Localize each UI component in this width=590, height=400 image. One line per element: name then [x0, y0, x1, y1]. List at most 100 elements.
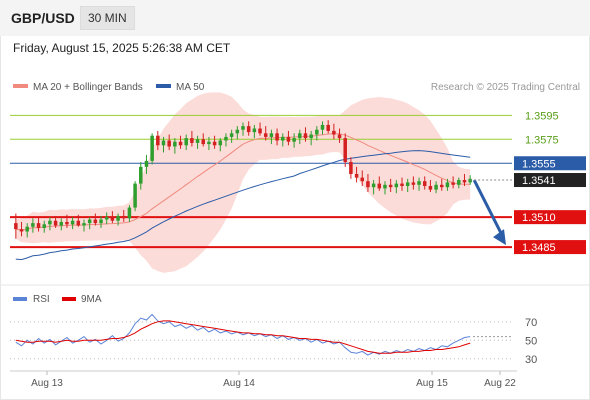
candle-body — [292, 138, 296, 142]
candle-body — [405, 182, 410, 187]
rsi-tick-label: 70 — [525, 317, 537, 329]
candle-body — [127, 207, 132, 219]
candle-body — [150, 135, 154, 161]
candle-body — [70, 220, 75, 225]
time-axis: Aug 13 Aug 14 Aug 15 Aug 22 — [31, 371, 516, 389]
candle-body — [235, 129, 240, 134]
price-level-label: 1.3485 — [522, 242, 556, 254]
rsi-panel: 70 50 30 — [10, 313, 537, 366]
candle-body — [286, 136, 291, 142]
rsi-legend-label: RSI — [33, 294, 50, 305]
ma50-legend-swatch — [156, 84, 171, 88]
candle-body — [139, 166, 143, 184]
rsi-tick-label: 30 — [525, 354, 537, 366]
candle-body — [349, 162, 353, 175]
candle-body — [48, 220, 52, 225]
rsi-line — [15, 313, 471, 356]
chart-header: GBP/USD 30 MIN — [0, 0, 590, 36]
chart-datetime: Friday, August 15, 2025 5:26:38 AM CET — [13, 41, 231, 55]
candle-body — [161, 140, 166, 146]
candle-body — [36, 223, 41, 228]
rsi-ma-legend-swatch — [62, 297, 76, 301]
rsi-ma-line — [15, 320, 471, 354]
x-tick-label: Aug 14 — [223, 378, 255, 389]
candle-body — [434, 184, 438, 190]
candle-body — [246, 126, 251, 133]
rsi-ma-legend-label: 9MA — [81, 294, 102, 305]
candle-body — [263, 133, 268, 137]
candle-body — [440, 184, 444, 188]
candle-body — [320, 124, 325, 130]
last-price-tag — [514, 173, 586, 188]
candle-body — [303, 133, 308, 139]
candle-body — [360, 177, 365, 182]
price-labels: 1.3595 1.3575 1.3555 1.3510 1.3485 1.3541 — [470, 110, 586, 255]
price-level-tag — [514, 240, 586, 255]
candle-body — [326, 124, 330, 131]
candle-body — [417, 181, 421, 185]
candle-body — [354, 174, 359, 178]
candle-body — [280, 136, 285, 141]
candle-body — [178, 141, 183, 146]
candle-body — [195, 139, 200, 143]
timeframe-button[interactable]: 30 MIN — [80, 6, 135, 30]
candlesticks — [14, 120, 472, 239]
symbol-title: GBP/USD — [11, 10, 75, 26]
candle-body — [269, 133, 274, 137]
moving-averages — [15, 133, 471, 261]
candle-body — [229, 133, 234, 137]
candle-body — [212, 141, 217, 146]
candle-body — [394, 183, 399, 188]
candle-body — [133, 183, 137, 208]
x-tick-label: Aug 15 — [416, 378, 448, 389]
x-tick-label: Aug 22 — [484, 378, 516, 389]
candle-body — [445, 182, 450, 188]
candle-body — [14, 223, 18, 230]
candle-body — [110, 217, 115, 221]
candle-body — [207, 141, 211, 145]
price-level-label: 1.3510 — [522, 212, 556, 224]
candle-body — [201, 139, 206, 145]
candle-body — [241, 126, 245, 130]
candle-body — [173, 141, 177, 147]
candle-body — [411, 182, 416, 185]
candle-body — [428, 186, 433, 190]
ma20-line — [15, 133, 471, 231]
candle-body — [388, 184, 393, 188]
ma50-line — [15, 150, 471, 261]
candle-body — [31, 223, 35, 227]
candle-body — [19, 229, 24, 232]
price-levels — [10, 114, 512, 249]
rsi-tick-label: 50 — [525, 335, 537, 347]
candle-body — [218, 140, 223, 146]
price-level-label: 1.3575 — [525, 134, 559, 146]
candle-body — [400, 183, 404, 187]
candle-body — [190, 138, 194, 143]
candle-body — [332, 130, 336, 135]
candle-body — [87, 219, 92, 224]
candle-body — [468, 178, 472, 183]
candle-body — [457, 180, 461, 185]
candle-body — [93, 219, 98, 224]
forecast-arrow-head — [493, 229, 506, 246]
candle-body — [42, 224, 46, 228]
price-level-label: 1.3555 — [522, 158, 556, 170]
candle-body — [53, 220, 58, 226]
candle-body — [377, 183, 382, 189]
candle-body — [337, 134, 342, 139]
candle-body — [59, 221, 64, 226]
candle-body — [167, 140, 171, 147]
candle-body — [315, 129, 319, 135]
candle-body — [116, 215, 120, 221]
price-level-label: 1.3595 — [525, 110, 559, 122]
credit-text: Research © 2025 Trading Central — [431, 82, 580, 93]
candle-body — [82, 223, 86, 226]
candle-body — [275, 133, 279, 141]
last-price-label: 1.3541 — [522, 175, 556, 187]
candle-body — [252, 128, 257, 133]
candle-body — [298, 133, 302, 139]
candle-body — [156, 135, 160, 146]
candle-body — [121, 215, 126, 219]
candle-body — [76, 220, 81, 226]
